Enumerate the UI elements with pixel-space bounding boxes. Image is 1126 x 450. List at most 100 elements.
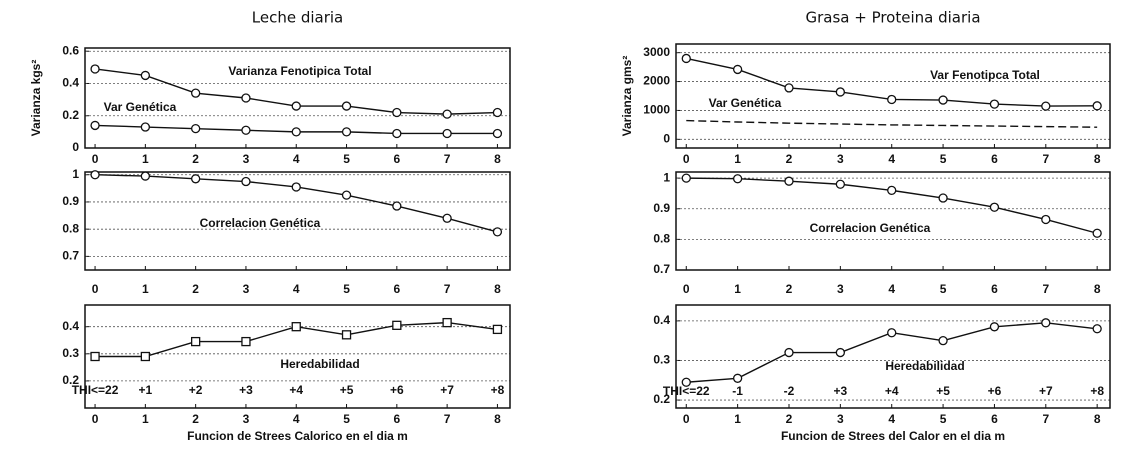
point — [241, 93, 251, 103]
annotation: Correlacion Genética — [200, 216, 321, 230]
x-tick-label: 5 — [343, 412, 350, 426]
point — [492, 324, 503, 335]
x-tick-label: 3 — [243, 152, 250, 166]
x-tick-label: 7 — [1042, 412, 1049, 426]
x-tick-label: 4 — [293, 282, 300, 296]
panel-title: Leche diaria — [252, 9, 343, 27]
x-tick-label: 7 — [1042, 282, 1049, 296]
y-tick-label: 0.2 — [62, 373, 79, 387]
x-axis-label: Funcion de Strees del Calor en el dia m — [781, 429, 1005, 443]
point — [784, 176, 794, 186]
point — [392, 107, 402, 118]
point — [90, 351, 100, 362]
x-tick-label: 4 — [888, 412, 895, 426]
x-tick-label: 6 — [991, 412, 998, 426]
point-label: -1 — [732, 384, 743, 398]
x-tick-label: 3 — [837, 412, 844, 426]
plot-frame — [675, 43, 1111, 149]
point — [681, 377, 691, 387]
point — [191, 88, 201, 98]
x-tick-label: 1 — [734, 412, 741, 426]
point — [784, 347, 794, 358]
x-tick-label: 3 — [837, 152, 844, 166]
point — [835, 87, 846, 97]
point — [341, 190, 352, 200]
point-label: +8 — [491, 383, 505, 397]
point — [732, 64, 743, 75]
point-label: +5 — [340, 383, 354, 397]
point — [835, 347, 846, 358]
y-tick-label: 0.2 — [653, 392, 670, 406]
point — [989, 202, 1000, 212]
y-tick-label: 0.8 — [653, 232, 670, 246]
point — [938, 336, 948, 346]
x-axis-label: Funcion de Strees Calorico en el dia m — [187, 429, 408, 443]
plot-frame — [84, 171, 511, 271]
annotation: Var Genética — [104, 100, 177, 114]
point — [492, 107, 503, 118]
x-tick-label: 7 — [444, 412, 451, 426]
x-tick-label: 5 — [343, 152, 350, 166]
point — [341, 127, 352, 137]
x-tick-label: 6 — [991, 152, 998, 166]
point — [392, 201, 402, 211]
point — [241, 125, 251, 135]
x-tick-label: 3 — [243, 282, 250, 296]
point — [291, 127, 301, 137]
annotation: Heredabilidad — [885, 359, 964, 373]
x-tick-label: 0 — [683, 152, 690, 166]
point — [191, 336, 201, 347]
x-tick-label: 6 — [991, 282, 998, 296]
point — [442, 317, 452, 328]
point — [442, 213, 452, 223]
x-tick-label: 4 — [293, 412, 300, 426]
y-tick-label: 0 — [663, 132, 670, 146]
y-tick-label: 1 — [72, 167, 79, 181]
x-tick-label: 1 — [142, 282, 149, 296]
x-tick-label: 0 — [92, 152, 99, 166]
x-tick-label: 2 — [786, 152, 793, 166]
y-tick-label: 0.2 — [62, 108, 79, 122]
x-tick-label: 7 — [444, 282, 451, 296]
point-label: +6 — [390, 383, 404, 397]
x-tick-label: 6 — [393, 152, 400, 166]
point — [784, 83, 794, 93]
y-tick-label: 0.7 — [62, 249, 79, 263]
x-tick-label: 5 — [940, 412, 947, 426]
x-tick-label: 5 — [343, 282, 350, 296]
point — [341, 330, 352, 340]
x-tick-label: 2 — [192, 412, 199, 426]
x-tick-label: 4 — [888, 282, 895, 296]
point — [140, 122, 151, 132]
x-tick-label: 4 — [293, 152, 300, 166]
x-tick-label: 1 — [734, 282, 741, 296]
point — [1041, 214, 1051, 225]
y-tick-label: 0.9 — [653, 201, 670, 215]
plot-frame — [675, 171, 1111, 271]
point — [492, 128, 503, 139]
x-tick-label: 2 — [192, 152, 199, 166]
point — [191, 123, 201, 134]
x-tick-label: 0 — [92, 412, 99, 426]
x-tick-label: 2 — [786, 282, 793, 296]
point — [341, 101, 352, 111]
annotation: Var Fenotipca Total — [930, 68, 1040, 82]
point — [241, 336, 251, 347]
plot-frame — [84, 47, 511, 149]
point — [140, 70, 151, 81]
point-label: -2 — [784, 384, 795, 398]
point — [989, 99, 1000, 109]
point — [938, 193, 948, 203]
point — [241, 176, 251, 187]
y-axis-label: Varianza kgs² — [29, 60, 43, 137]
series-line — [686, 119, 1098, 128]
point — [191, 174, 201, 184]
point-label: THI<=22 — [72, 383, 119, 397]
panel-title: Grasa + Proteina diaria — [805, 9, 980, 27]
point — [392, 320, 402, 330]
annotation: Correlacion Genética — [810, 221, 931, 235]
y-tick-label: 0.3 — [62, 346, 79, 360]
point — [1041, 318, 1051, 328]
x-tick-label: 8 — [1094, 412, 1101, 426]
point — [90, 170, 100, 180]
